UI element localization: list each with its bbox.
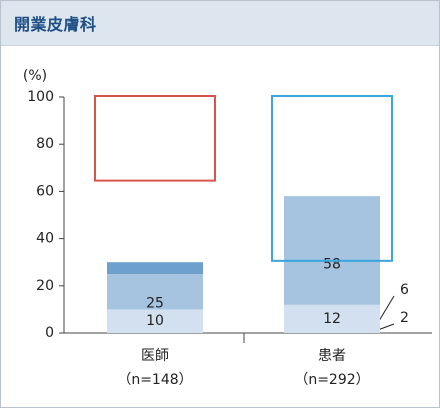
y-tick-label-20: 20 <box>36 278 54 294</box>
segment-label-0-3: 25 <box>146 296 164 312</box>
segment-label-1-0: 2 <box>400 310 409 326</box>
segment-label-0-4: 10 <box>146 313 164 329</box>
highlight-frame-0 <box>94 95 216 182</box>
segment-label-1-1: 6 <box>400 282 409 298</box>
highlight-frame-1 <box>271 95 393 262</box>
y-tick-label-80: 80 <box>36 136 54 152</box>
y-tick-label-100: 100 <box>27 89 54 105</box>
y-tick-label-40: 40 <box>36 231 54 247</box>
y-tick-label-0: 0 <box>45 325 54 341</box>
segment-label-1-3: 58 <box>323 257 341 273</box>
y-tick-label-60: 60 <box>36 183 54 199</box>
category-count-0: （n=148） <box>117 372 192 388</box>
category-label-0: 医師 <box>141 348 169 364</box>
bar-segment-1-4 <box>284 304 380 333</box>
category-count-1: （n=292） <box>294 372 369 388</box>
title-bar: 開業皮膚科 <box>1 1 439 46</box>
y-unit-label: (%) <box>23 68 47 84</box>
category-label-1: 患者 <box>318 348 346 364</box>
segment-label-1-4: 12 <box>323 311 341 327</box>
bar-segment-0-4 <box>107 309 203 333</box>
page-title: 開業皮膚科 <box>14 15 97 34</box>
